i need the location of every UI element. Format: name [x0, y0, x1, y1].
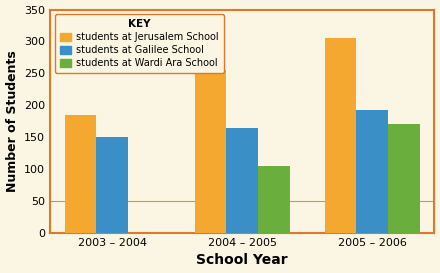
Bar	[258, 166, 290, 233]
Legend: students at Jerusalem School, students at Galilee School, students at Wardi Ara : students at Jerusalem School, students a…	[55, 14, 224, 73]
Bar	[356, 110, 388, 233]
Bar	[195, 70, 227, 233]
Bar	[325, 38, 356, 233]
Bar	[388, 124, 420, 233]
X-axis label: School Year: School Year	[196, 253, 288, 268]
Y-axis label: Number of Students: Number of Students	[6, 51, 18, 192]
Bar	[96, 137, 128, 233]
Bar	[65, 115, 96, 233]
Bar	[227, 128, 258, 233]
